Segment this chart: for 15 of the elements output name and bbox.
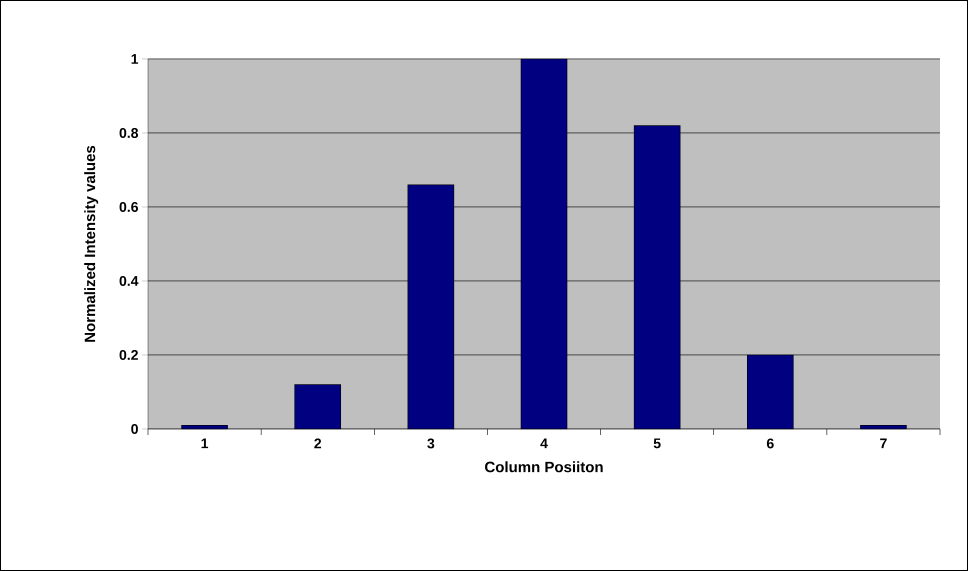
y-tick-label: 0.8 [120,128,138,138]
y-tick-label: 1 [132,54,138,64]
x-tick-label: 1 [202,438,208,448]
x-tick-label: 7 [880,438,887,448]
x-tick-label: 2 [314,438,322,448]
x-tick-label: 5 [654,438,661,448]
x-axis-title: Column Posiiton [485,461,603,472]
y-tick-label: 0.2 [120,350,138,360]
x-tick-label: 3 [427,438,434,448]
x-tick-label: 4 [540,438,548,448]
y-tick-label: 0 [131,424,138,434]
y-tick-label: 0.6 [120,202,138,212]
x-tick-label: 6 [766,438,774,448]
y-axis-title: Normalized Intensity values [84,146,98,342]
y-tick-label: 0.4 [120,276,138,286]
